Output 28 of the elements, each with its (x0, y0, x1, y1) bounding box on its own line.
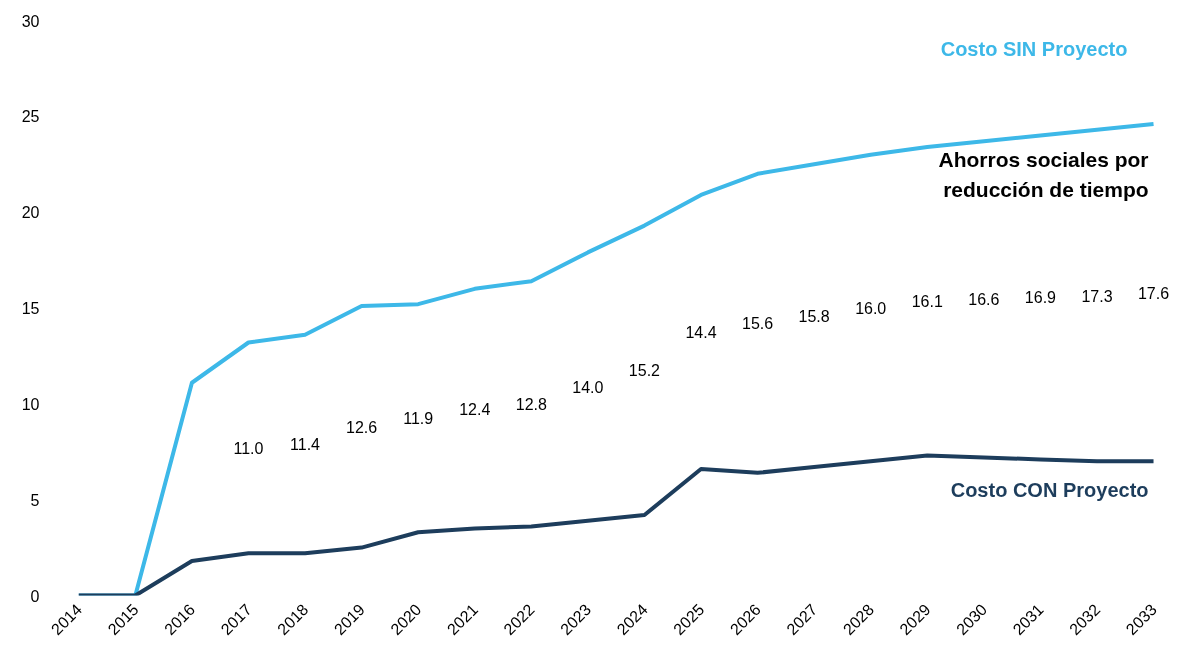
annotation: 12.8 (515, 395, 547, 413)
y-tick-label: 0 (30, 587, 40, 605)
y-tick-label: 5 (30, 491, 40, 509)
annotation: 12.6 (346, 418, 378, 436)
annotation: Ahorros sociales por reducción de tiempo (938, 147, 1149, 201)
y-tick-label: 15 (21, 300, 40, 317)
annotation: 17.6 (1137, 284, 1170, 302)
annotation: 11.0 (233, 439, 264, 457)
annotation: 16.6 (968, 291, 1000, 309)
y-tick-label: 25 (21, 108, 40, 126)
annotation: 15.6 (742, 315, 774, 333)
annotation: 16.9 (1024, 289, 1057, 307)
series-label: Costo CON Proyecto (950, 479, 1149, 502)
annotation: 14.4 (685, 323, 717, 341)
y-tick-label: 30 (21, 12, 40, 30)
annotation: 16.1 (911, 293, 943, 311)
annotation: 15.2 (628, 362, 661, 380)
annotation: 11.9 (403, 410, 434, 428)
annotation: 17.3 (1081, 287, 1113, 305)
annotation: 11.4 (290, 436, 321, 454)
y-tick-label: 20 (21, 204, 40, 222)
annotation: 16.0 (855, 300, 887, 317)
annotation: 12.4 (459, 400, 491, 418)
y-tick-label: 10 (21, 395, 40, 413)
annotation: 15.8 (798, 307, 830, 325)
line-series (76, 453, 1156, 596)
annotation: 14.0 (572, 378, 604, 396)
text: Costo SIN Proyecto (940, 37, 1128, 60)
